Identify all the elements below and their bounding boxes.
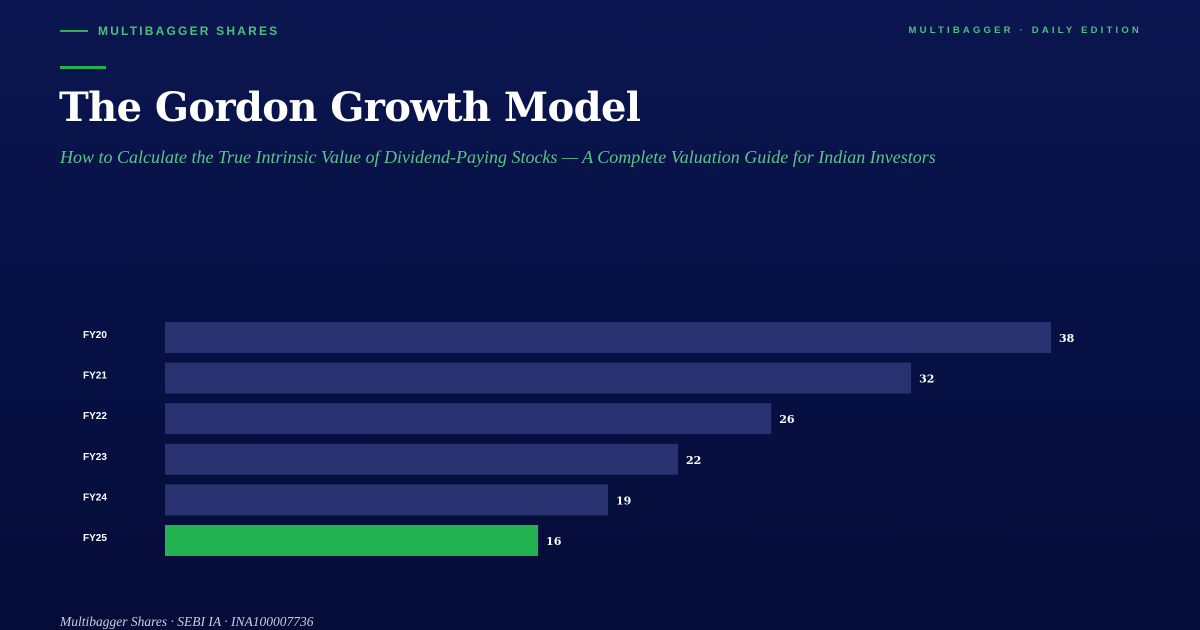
bar-fy25 <box>165 525 539 556</box>
category-label-fy24: FY24 <box>83 492 107 503</box>
bar-fy21 <box>165 362 912 394</box>
bar-fy24 <box>165 484 608 516</box>
bar-fy22 <box>165 403 772 435</box>
value-label-fy24: 19 <box>616 494 631 507</box>
category-label-fy20: FY20 <box>83 330 107 341</box>
category-label-fy22: FY22 <box>83 411 107 422</box>
brand-rule <box>60 30 88 32</box>
value-label-fy22: 26 <box>779 413 795 426</box>
value-label-fy20: 38 <box>1059 332 1075 345</box>
category-label-fy23: FY23 <box>83 452 107 463</box>
value-label-fy21: 32 <box>919 373 934 386</box>
footer-credit: Multibagger Shares · SEBI IA · INA100007… <box>60 614 314 629</box>
category-label-fy25: FY25 <box>83 533 107 544</box>
page-title: The Gordon Growth Model <box>59 84 641 131</box>
value-label-fy23: 22 <box>686 454 701 467</box>
brand: MULTIBAGGER SHARES <box>60 24 279 38</box>
edition-label: MULTIBAGGER · DAILY EDITION <box>908 25 1142 36</box>
value-label-fy25: 16 <box>546 535 562 548</box>
page-subtitle: How to Calculate the True Intrinsic Valu… <box>60 147 936 167</box>
bar-fy23 <box>165 443 678 475</box>
brand-name: MULTIBAGGER SHARES <box>98 24 280 38</box>
bar-fy20 <box>165 322 1051 353</box>
category-label-fy21: FY21 <box>83 371 107 382</box>
title-accent-rule <box>60 66 106 69</box>
